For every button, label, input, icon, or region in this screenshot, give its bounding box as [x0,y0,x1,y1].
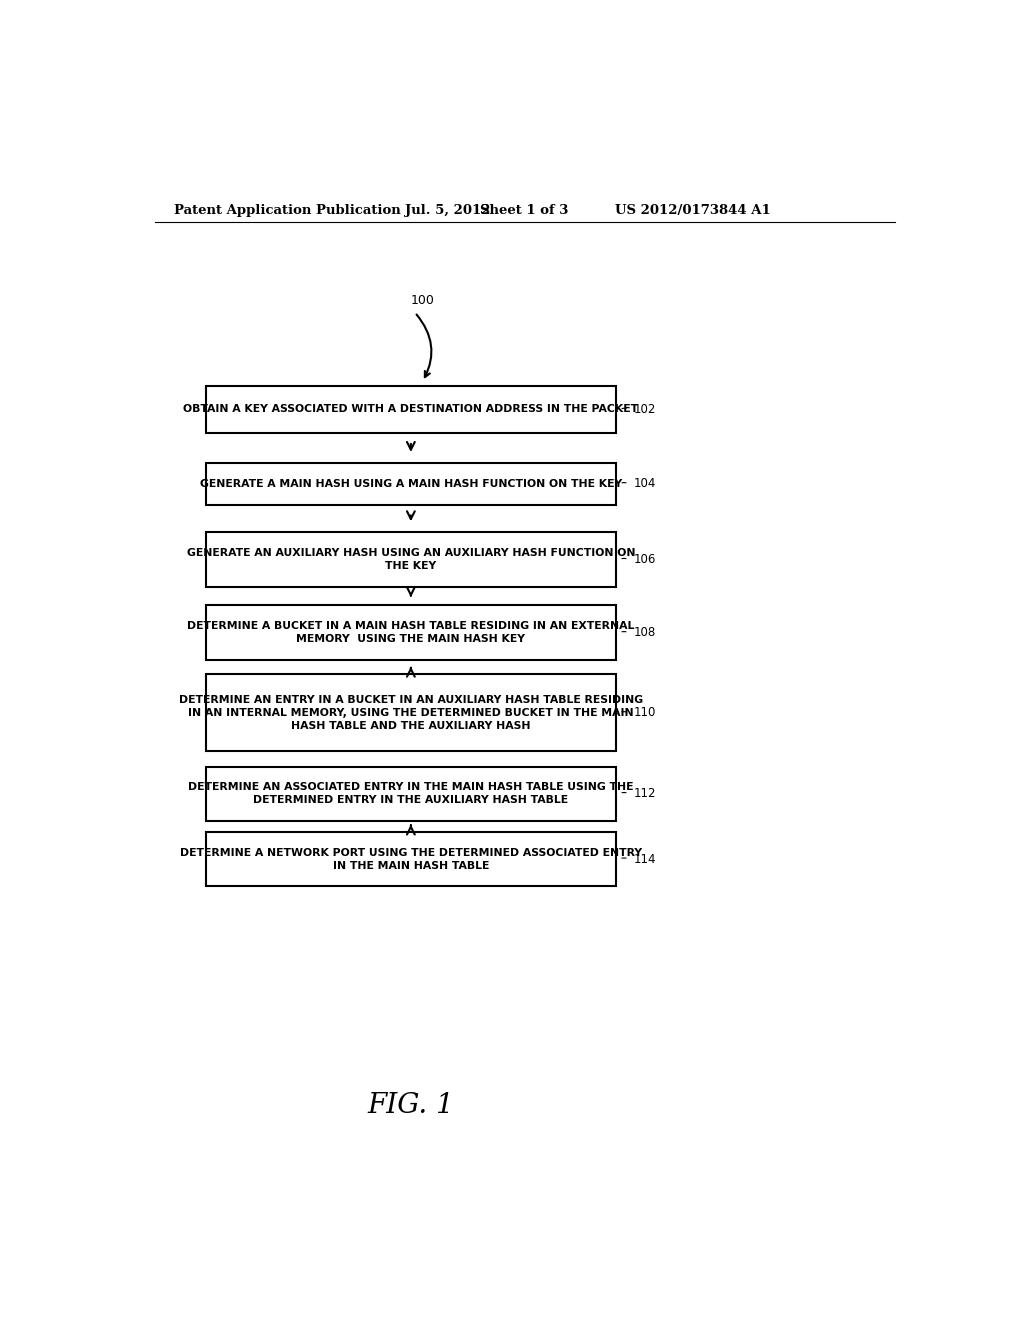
Text: OBTAIN A KEY ASSOCIATED WITH A DESTINATION ADDRESS IN THE PACKET: OBTAIN A KEY ASSOCIATED WITH A DESTINATI… [183,404,638,414]
Bar [206,385,616,433]
Text: DETERMINE AN ASSOCIATED ENTRY IN THE MAIN HASH TABLE USING THE
DETERMINED ENTRY : DETERMINE AN ASSOCIATED ENTRY IN THE MAI… [188,781,634,805]
Text: US 2012/0173844 A1: US 2012/0173844 A1 [614,205,770,218]
Text: 106: 106 [633,553,655,566]
Text: 102: 102 [633,403,655,416]
Bar [206,832,616,886]
Bar [206,462,616,506]
Bar [206,767,616,821]
Bar [206,605,616,660]
Text: 108: 108 [633,626,655,639]
Text: FIG. 1: FIG. 1 [368,1092,455,1119]
Bar [206,675,616,751]
Text: GENERATE AN AUXILIARY HASH USING AN AUXILIARY HASH FUNCTION ON
THE KEY: GENERATE AN AUXILIARY HASH USING AN AUXI… [186,548,635,572]
Text: 114: 114 [633,853,655,866]
Text: Sheet 1 of 3: Sheet 1 of 3 [480,205,568,218]
Text: Patent Application Publication: Patent Application Publication [174,205,401,218]
Text: DETERMINE A NETWORK PORT USING THE DETERMINED ASSOCIATED ENTRY
IN THE MAIN HASH : DETERMINE A NETWORK PORT USING THE DETER… [180,847,642,871]
Text: DETERMINE A BUCKET IN A MAIN HASH TABLE RESIDING IN AN EXTERNAL
MEMORY  USING TH: DETERMINE A BUCKET IN A MAIN HASH TABLE … [187,622,635,644]
Text: 100: 100 [411,294,434,308]
Text: 110: 110 [633,706,655,719]
Text: GENERATE A MAIN HASH USING A MAIN HASH FUNCTION ON THE KEY: GENERATE A MAIN HASH USING A MAIN HASH F… [200,479,622,488]
Text: 104: 104 [633,478,655,490]
Text: Jul. 5, 2012: Jul. 5, 2012 [406,205,490,218]
Text: 112: 112 [633,787,655,800]
Bar [206,532,616,587]
Text: DETERMINE AN ENTRY IN A BUCKET IN AN AUXILIARY HASH TABLE RESIDING
IN AN INTERNA: DETERMINE AN ENTRY IN A BUCKET IN AN AUX… [179,694,643,731]
